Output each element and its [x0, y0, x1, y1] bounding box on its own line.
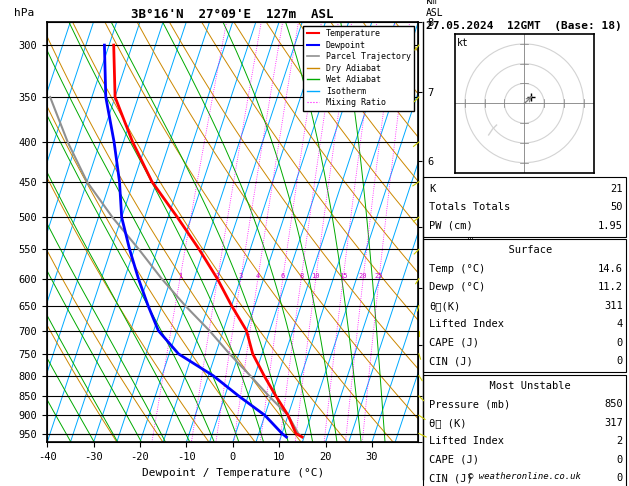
Text: LCL: LCL	[426, 429, 443, 438]
Text: θᴁ(K): θᴁ(K)	[429, 301, 460, 311]
Text: CAPE (J): CAPE (J)	[429, 455, 479, 465]
Text: Dewp (°C): Dewp (°C)	[429, 282, 485, 292]
Text: 1: 1	[178, 273, 182, 278]
Legend: Temperature, Dewpoint, Parcel Trajectory, Dry Adiabat, Wet Adiabat, Isotherm, Mi: Temperature, Dewpoint, Parcel Trajectory…	[303, 26, 414, 111]
Text: CIN (J): CIN (J)	[429, 356, 473, 366]
Text: 14.6: 14.6	[598, 264, 623, 274]
Text: 25: 25	[375, 273, 383, 278]
Text: 11.2: 11.2	[598, 282, 623, 292]
Text: Most Unstable: Most Unstable	[477, 381, 571, 391]
Text: kt: kt	[457, 38, 469, 48]
Text: 20: 20	[359, 273, 367, 278]
Text: 10: 10	[311, 273, 320, 278]
Text: 15: 15	[339, 273, 347, 278]
Text: CAPE (J): CAPE (J)	[429, 338, 479, 347]
Text: 1.95: 1.95	[598, 221, 623, 230]
Text: Totals Totals: Totals Totals	[429, 202, 510, 212]
Title: 3B°16'N  27°09'E  127m  ASL: 3B°16'N 27°09'E 127m ASL	[131, 8, 334, 21]
Text: K: K	[429, 184, 435, 193]
Text: 4: 4	[256, 273, 260, 278]
Text: 2: 2	[616, 436, 623, 446]
Text: 21: 21	[610, 184, 623, 193]
Text: 50: 50	[610, 202, 623, 212]
Text: Lifted Index: Lifted Index	[429, 436, 504, 446]
Text: 0: 0	[616, 455, 623, 465]
Text: θᴁ (K): θᴁ (K)	[429, 418, 467, 428]
Text: 850: 850	[604, 399, 623, 409]
Text: Surface: Surface	[496, 245, 552, 255]
Text: 0: 0	[616, 338, 623, 347]
Text: 317: 317	[604, 418, 623, 428]
Text: CIN (J): CIN (J)	[429, 473, 473, 483]
Text: Pressure (mb): Pressure (mb)	[429, 399, 510, 409]
Text: 0: 0	[616, 356, 623, 366]
Text: 2: 2	[215, 273, 220, 278]
Text: 3: 3	[238, 273, 243, 278]
X-axis label: Dewpoint / Temperature (°C): Dewpoint / Temperature (°C)	[142, 468, 324, 478]
Text: Temp (°C): Temp (°C)	[429, 264, 485, 274]
Text: 27.05.2024  12GMT  (Base: 18): 27.05.2024 12GMT (Base: 18)	[426, 20, 622, 31]
Text: Lifted Index: Lifted Index	[429, 319, 504, 329]
Text: 6: 6	[281, 273, 285, 278]
Text: 8: 8	[299, 273, 303, 278]
Text: 311: 311	[604, 301, 623, 311]
Text: 4: 4	[616, 319, 623, 329]
Text: hPa: hPa	[14, 8, 34, 17]
Text: PW (cm): PW (cm)	[429, 221, 473, 230]
Text: 0: 0	[616, 473, 623, 483]
Text: km
ASL: km ASL	[426, 0, 443, 17]
Text: Mixing Ratio (g/kg): Mixing Ratio (g/kg)	[467, 181, 476, 283]
Text: © weatheronline.co.uk: © weatheronline.co.uk	[468, 472, 581, 481]
